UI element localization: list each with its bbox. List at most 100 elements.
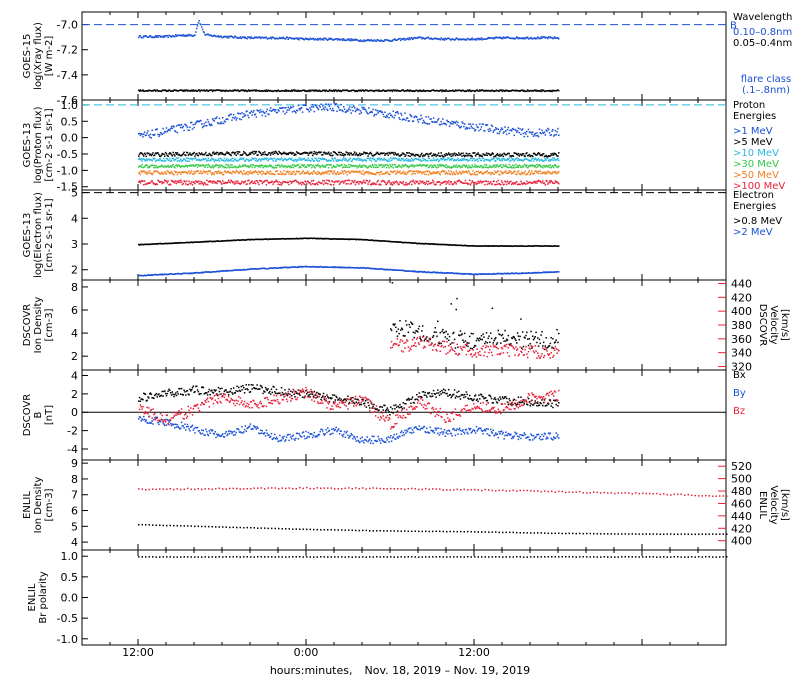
data-point bbox=[514, 166, 516, 169]
data-point bbox=[206, 241, 208, 243]
data-point bbox=[424, 171, 426, 173]
data-point bbox=[558, 152, 560, 154]
data-point bbox=[282, 180, 284, 183]
y2-tick-label: 480 bbox=[731, 485, 752, 498]
data-point bbox=[304, 151, 306, 154]
data-point bbox=[532, 173, 535, 175]
data-point bbox=[260, 111, 263, 113]
data-point bbox=[233, 165, 236, 168]
data-point bbox=[152, 36, 154, 39]
data-point bbox=[327, 237, 330, 240]
data-point bbox=[349, 238, 352, 241]
data-point bbox=[144, 172, 147, 174]
data-point bbox=[418, 89, 421, 92]
data-point bbox=[414, 242, 416, 244]
data-point bbox=[258, 109, 260, 112]
data-point bbox=[253, 89, 255, 92]
data-point bbox=[139, 182, 142, 184]
data-point bbox=[215, 164, 217, 166]
data-point bbox=[205, 240, 207, 243]
y-axis-label: [cm-3] bbox=[44, 308, 55, 341]
data-point bbox=[519, 37, 521, 40]
data-point bbox=[552, 171, 554, 173]
data-point bbox=[331, 238, 333, 240]
data-point bbox=[313, 39, 316, 41]
data-point bbox=[363, 164, 365, 167]
data-point bbox=[385, 159, 388, 162]
data-point bbox=[462, 170, 464, 172]
data-point bbox=[150, 172, 153, 175]
data-point bbox=[495, 89, 498, 91]
data-point bbox=[233, 171, 236, 173]
data-point bbox=[177, 34, 179, 36]
data-point bbox=[421, 90, 424, 92]
data-point bbox=[245, 172, 248, 174]
data-point bbox=[328, 238, 331, 240]
data-point bbox=[286, 166, 289, 168]
data-point bbox=[416, 36, 419, 39]
data-point bbox=[163, 132, 165, 135]
data-point bbox=[449, 243, 452, 246]
data-point bbox=[503, 37, 505, 39]
data-point bbox=[285, 152, 287, 155]
data-point bbox=[170, 159, 173, 162]
data-point bbox=[502, 172, 505, 174]
data-point bbox=[484, 158, 486, 161]
data-point bbox=[399, 37, 401, 40]
data-point bbox=[473, 166, 475, 168]
data-point bbox=[504, 165, 506, 168]
data-point bbox=[423, 121, 426, 123]
data-point bbox=[518, 164, 521, 166]
data-point bbox=[173, 242, 175, 244]
data-point bbox=[471, 164, 473, 166]
series->10 MeV bbox=[138, 157, 560, 163]
data-point bbox=[278, 150, 280, 153]
data-point bbox=[171, 154, 174, 157]
data-point bbox=[381, 179, 384, 182]
data-point bbox=[494, 36, 496, 39]
data-point bbox=[451, 38, 453, 40]
data-point bbox=[358, 113, 361, 115]
data-point bbox=[166, 242, 169, 245]
data-point bbox=[527, 38, 530, 40]
data-point bbox=[303, 104, 305, 106]
data-point bbox=[500, 89, 502, 92]
data-point bbox=[321, 238, 323, 240]
data-point bbox=[174, 35, 176, 38]
data-point bbox=[552, 154, 555, 156]
data-point bbox=[285, 90, 288, 92]
data-point bbox=[439, 155, 442, 157]
data-point bbox=[259, 238, 262, 241]
data-point bbox=[534, 89, 536, 91]
data-point bbox=[502, 157, 505, 160]
data-point bbox=[346, 39, 348, 41]
data-point bbox=[403, 37, 405, 40]
data-point bbox=[188, 170, 190, 172]
data-point bbox=[274, 181, 276, 183]
data-point bbox=[217, 153, 220, 156]
data-point bbox=[285, 107, 287, 109]
data-point bbox=[443, 243, 446, 246]
data-point bbox=[516, 89, 519, 92]
data-point bbox=[337, 38, 340, 40]
data-point bbox=[404, 171, 406, 174]
data-point bbox=[243, 181, 245, 184]
data-point bbox=[342, 182, 345, 184]
data-point bbox=[435, 155, 437, 158]
data-point bbox=[438, 90, 441, 92]
data-point bbox=[138, 90, 141, 92]
data-point bbox=[464, 128, 467, 130]
data-point bbox=[164, 242, 166, 245]
data-point bbox=[358, 159, 360, 162]
data-point bbox=[302, 89, 305, 92]
data-point bbox=[179, 171, 181, 174]
data-point bbox=[549, 181, 552, 184]
data-point bbox=[222, 180, 224, 182]
data-point bbox=[401, 158, 404, 161]
data-point bbox=[200, 170, 202, 173]
data-point bbox=[311, 180, 313, 182]
data-point bbox=[530, 131, 532, 134]
data-point bbox=[538, 245, 541, 247]
data-point bbox=[355, 152, 358, 155]
data-point bbox=[225, 239, 227, 242]
